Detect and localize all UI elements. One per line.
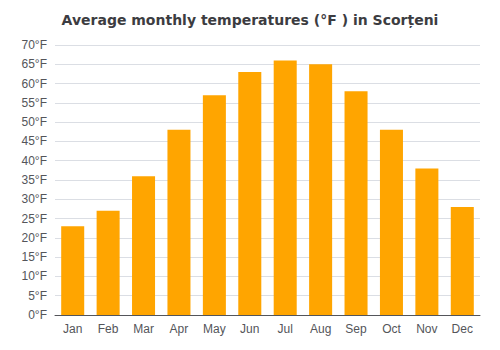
svg-text:10°F: 10°F (22, 269, 47, 283)
svg-text:20°F: 20°F (22, 231, 47, 245)
svg-text:Dec: Dec (452, 322, 473, 336)
svg-text:70°F: 70°F (22, 38, 47, 52)
svg-text:Jan: Jan (63, 322, 82, 336)
svg-text:Sep: Sep (345, 322, 367, 336)
svg-text:0°F: 0°F (28, 308, 47, 322)
svg-text:Mar: Mar (133, 322, 154, 336)
svg-text:Jun: Jun (240, 322, 259, 336)
svg-text:50°F: 50°F (22, 115, 47, 129)
svg-text:May: May (203, 322, 226, 336)
svg-text:65°F: 65°F (22, 57, 47, 71)
svg-text:15°F: 15°F (22, 250, 47, 264)
svg-text:60°F: 60°F (22, 77, 47, 91)
svg-text:Feb: Feb (98, 322, 119, 336)
svg-text:55°F: 55°F (22, 96, 47, 110)
svg-text:30°F: 30°F (22, 192, 47, 206)
svg-text:5°F: 5°F (28, 289, 47, 303)
svg-text:Aug: Aug (310, 322, 331, 336)
svg-text:Apr: Apr (170, 322, 189, 336)
svg-text:40°F: 40°F (22, 154, 47, 168)
svg-text:Oct: Oct (382, 322, 401, 336)
svg-text:Jul: Jul (278, 322, 293, 336)
svg-text:35°F: 35°F (22, 173, 47, 187)
svg-text:Nov: Nov (416, 322, 437, 336)
svg-text:25°F: 25°F (22, 212, 47, 226)
svg-text:45°F: 45°F (22, 134, 47, 148)
svg-text:Average monthly temperatures (: Average monthly temperatures (°F ) in Sc… (62, 12, 439, 29)
